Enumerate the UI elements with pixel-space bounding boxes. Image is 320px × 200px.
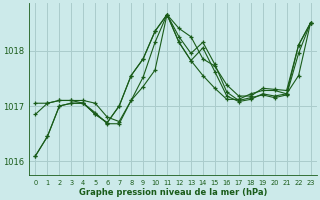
X-axis label: Graphe pression niveau de la mer (hPa): Graphe pression niveau de la mer (hPa) — [79, 188, 267, 197]
